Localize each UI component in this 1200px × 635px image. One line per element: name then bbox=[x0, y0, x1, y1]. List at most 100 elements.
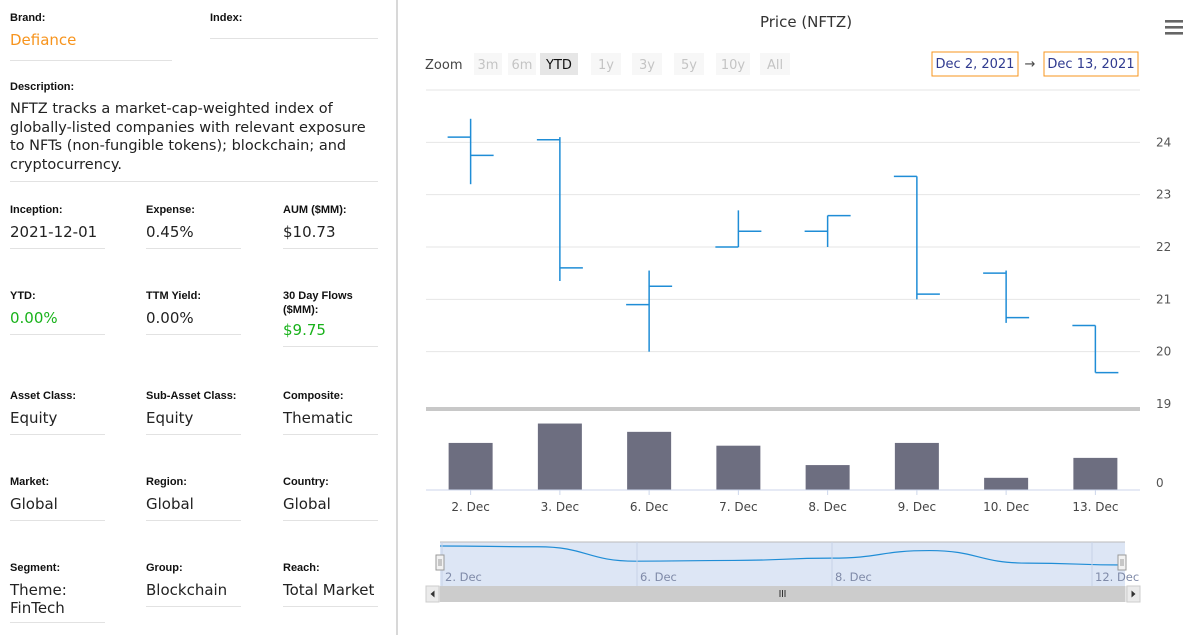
inception-label: Inception: bbox=[10, 204, 63, 216]
country-value: Global bbox=[283, 495, 331, 513]
y-tick-label: 19 bbox=[1156, 397, 1171, 411]
zoom-button-all[interactable]: All bbox=[760, 53, 790, 75]
volume-bar bbox=[1073, 457, 1118, 490]
reach-value: Total Market bbox=[283, 581, 375, 599]
volume-series bbox=[448, 423, 1118, 490]
x-tick-label: 8. Dec bbox=[808, 500, 846, 514]
svg-text:1y: 1y bbox=[598, 58, 614, 73]
group-label: Group: bbox=[146, 562, 183, 574]
x-tick-label: 13. Dec bbox=[1072, 500, 1118, 514]
volume-bar bbox=[894, 442, 939, 490]
group-field: Group: Blockchain bbox=[146, 561, 241, 607]
asset-class-label: Asset Class: bbox=[10, 390, 77, 402]
zoom-button-1y[interactable]: 1y bbox=[591, 53, 621, 75]
market-label: Market: bbox=[10, 476, 50, 488]
scrollbar-grip-icon bbox=[779, 590, 786, 597]
price-gridlines bbox=[426, 89, 1140, 353]
zoom-button-3y[interactable]: 3y bbox=[632, 53, 662, 75]
date-to-input[interactable] bbox=[1043, 51, 1139, 77]
flows-label: 30 Day Flows ($MM): bbox=[283, 290, 353, 316]
volume-bar bbox=[716, 445, 761, 490]
y-tick-label: 20 bbox=[1156, 345, 1171, 359]
y-tick-label: 24 bbox=[1156, 135, 1171, 149]
x-tick-label: 10. Dec bbox=[983, 500, 1029, 514]
navigator-label: 2. Dec bbox=[445, 570, 482, 584]
volume-bar bbox=[805, 465, 850, 490]
scroll-right-icon bbox=[1131, 590, 1136, 598]
zoom-button-10y[interactable]: 10y bbox=[716, 53, 750, 75]
navigator-label: 6. Dec bbox=[640, 570, 677, 584]
svg-text:All: All bbox=[767, 58, 783, 73]
x-tick-label: 7. Dec bbox=[719, 500, 757, 514]
zoom-button-ytd[interactable]: YTD bbox=[540, 53, 578, 75]
flows-field: 30 Day Flows ($MM): $9.75 bbox=[283, 289, 378, 347]
segment-label: Segment: bbox=[10, 562, 61, 574]
ttm-yield-field: TTM Yield: 0.00% bbox=[146, 289, 241, 335]
country-label: Country: bbox=[283, 476, 329, 488]
zoom-button-5y[interactable]: 5y bbox=[674, 53, 704, 75]
ytd-label: YTD: bbox=[10, 290, 36, 302]
chart-title: Price (NFTZ) bbox=[760, 13, 852, 31]
inception-value: 2021-12-01 bbox=[10, 223, 98, 241]
expense-value: 0.45% bbox=[146, 223, 194, 241]
navigator-left-handle[interactable] bbox=[435, 554, 445, 571]
index-label: Index: bbox=[210, 12, 243, 24]
ohlc-bar bbox=[536, 137, 583, 282]
aum-label: AUM ($MM): bbox=[283, 204, 347, 216]
fund-profile-panel: Brand: Defiance Index: Description: NFTZ… bbox=[0, 0, 396, 635]
zoom-button-6m[interactable]: 6m bbox=[508, 53, 536, 75]
region-field: Region: Global bbox=[146, 475, 241, 521]
zoom-button-3m[interactable]: 3m bbox=[474, 53, 502, 75]
index-field: Index: bbox=[210, 11, 378, 39]
country-field: Country: Global bbox=[283, 475, 378, 521]
volume-bar bbox=[537, 423, 582, 490]
navigator[interactable]: 2. Dec 6. Dec 8. Dec 12. Dec bbox=[425, 541, 1141, 603]
reach-label: Reach: bbox=[283, 562, 320, 574]
description-value: NFTZ tracks a market-cap-weighted index … bbox=[10, 101, 366, 173]
ohlc-bar bbox=[983, 270, 1030, 323]
sub-asset-class-label: Sub-Asset Class: bbox=[146, 390, 237, 402]
brand-label: Brand: bbox=[10, 12, 46, 24]
x-tick-label: 2. Dec bbox=[451, 500, 489, 514]
svg-text:10y: 10y bbox=[721, 58, 746, 73]
volume-tick-label: 0 bbox=[1156, 476, 1164, 490]
ohlc-bar bbox=[893, 175, 940, 300]
pane-separator bbox=[426, 407, 1140, 411]
y-tick-label: 21 bbox=[1156, 292, 1171, 306]
market-field: Market: Global bbox=[10, 475, 105, 521]
date-to-text: Dec 13, 2021 bbox=[1047, 57, 1134, 72]
date-from-input[interactable] bbox=[931, 51, 1019, 77]
aum-field: AUM ($MM): $10.73 bbox=[283, 203, 378, 249]
group-value: Blockchain bbox=[146, 581, 228, 599]
flows-value: $9.75 bbox=[283, 321, 326, 339]
y-tick-label: 22 bbox=[1156, 240, 1171, 254]
svg-text:5y: 5y bbox=[681, 58, 697, 73]
ohlc-bar bbox=[715, 210, 762, 248]
volume-bar bbox=[627, 431, 672, 490]
zoom-selector: Zoom 3m 6m YTD 1y 3y 5y 10y All bbox=[425, 53, 790, 75]
svg-text:3y: 3y bbox=[639, 58, 655, 73]
ttm-yield-label: TTM Yield: bbox=[146, 290, 201, 302]
reach-field: Reach: Total Market bbox=[283, 561, 378, 607]
brand-value: Defiance bbox=[10, 31, 77, 49]
navigator-label: 12. Dec bbox=[1095, 570, 1139, 584]
inception-field: Inception: 2021-12-01 bbox=[10, 203, 105, 249]
svg-text:3m: 3m bbox=[478, 58, 499, 73]
ohlc-bar bbox=[626, 270, 673, 352]
region-value: Global bbox=[146, 495, 194, 513]
asset-class-field: Asset Class: Equity bbox=[10, 389, 105, 435]
date-range-inputs: Dec 2, 2021 → Dec 13, 2021 bbox=[931, 51, 1139, 77]
volume-y-axis: 0 bbox=[1156, 476, 1164, 490]
navigator-selection[interactable] bbox=[440, 542, 1125, 586]
svg-text:6m: 6m bbox=[512, 58, 533, 73]
sub-asset-class-field: Sub-Asset Class: Equity bbox=[146, 389, 241, 435]
composite-label: Composite: bbox=[283, 390, 344, 402]
x-tick-label: 3. Dec bbox=[541, 500, 579, 514]
navigator-label: 8. Dec bbox=[835, 570, 872, 584]
x-axis-labels: 2. Dec 3. Dec 6. Dec 7. Dec 8. Dec 9. Dec 10. … bbox=[451, 490, 1118, 514]
segment-value: Theme: FinTech bbox=[10, 581, 67, 617]
aum-value: $10.73 bbox=[283, 223, 336, 241]
hamburger-menu-icon[interactable] bbox=[1163, 16, 1187, 36]
navigator-right-handle[interactable] bbox=[1117, 554, 1127, 571]
volume-bar bbox=[984, 477, 1029, 490]
